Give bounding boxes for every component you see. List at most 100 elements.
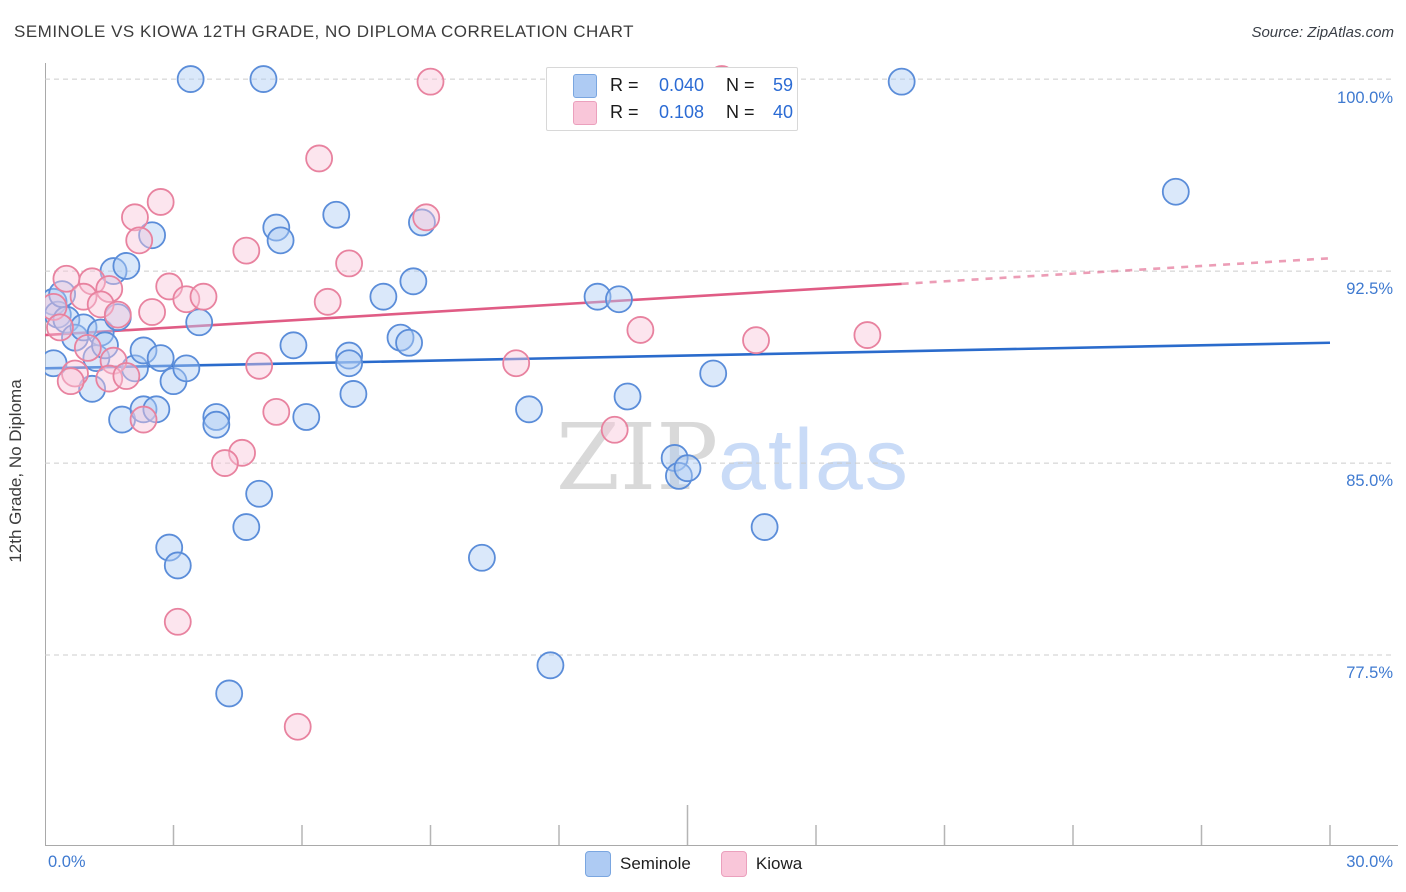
seminole-data-point[interactable] (292, 403, 321, 431)
kiowa-data-point[interactable] (313, 287, 342, 316)
correlation-legend-box: R = 0.040 N = 59 R = 0.108 N = 40 (546, 67, 798, 131)
kiowa-data-point[interactable] (305, 144, 334, 173)
seminole-data-point[interactable] (339, 380, 368, 408)
seminole-data-point[interactable] (215, 679, 244, 708)
seminole-data-point[interactable] (605, 285, 633, 314)
seminole-data-point[interactable] (583, 282, 612, 311)
seminole-data-point[interactable] (245, 479, 274, 508)
seminole-data-point[interactable] (750, 513, 779, 541)
legend-item-seminole: Seminole (585, 851, 691, 877)
kiowa-data-point[interactable] (245, 351, 274, 380)
seminole-data-point[interactable] (699, 359, 728, 388)
kiowa-data-point[interactable] (125, 226, 154, 255)
seminole-data-point[interactable] (322, 200, 351, 229)
seminole-data-point[interactable] (386, 323, 415, 352)
seminole-data-point[interactable] (536, 651, 565, 680)
seminole-data-point[interactable] (673, 454, 702, 483)
n-value-seminole: 59 (772, 75, 793, 95)
kiowa-data-point[interactable] (86, 290, 115, 319)
seminole-data-point[interactable] (887, 67, 916, 96)
kiowa-data-point[interactable] (626, 316, 655, 344)
seminole-data-point[interactable] (467, 543, 496, 572)
seminole-data-point[interactable] (1161, 177, 1190, 206)
kiowa-data-point[interactable] (416, 67, 445, 96)
kiowa-legend-swatch-icon (720, 851, 747, 877)
seminole-data-point[interactable] (146, 344, 175, 373)
seminole-data-point[interactable] (665, 461, 693, 490)
seminole-data-point[interactable] (202, 403, 231, 431)
seminole-data-point[interactable] (279, 331, 308, 360)
n-label: N = (726, 75, 755, 95)
seminole-data-point[interactable] (172, 354, 201, 383)
seminole-data-point[interactable] (91, 331, 119, 360)
kiowa-data-point[interactable] (95, 364, 124, 393)
kiowa-data-point[interactable] (46, 313, 74, 342)
y-tick-label-100: 100.0% (1337, 89, 1393, 107)
legend-item-label: Kiowa (755, 854, 803, 873)
page-title: SEMINOLE VS KIOWA 12TH GRADE, NO DIPLOMA… (14, 22, 635, 41)
seminole-data-point[interactable] (232, 513, 261, 541)
kiowa-data-point[interactable] (146, 188, 175, 216)
watermark-atlas-text: atlas (718, 412, 910, 508)
y-axis-line (45, 63, 46, 845)
seminole-data-point[interactable] (69, 313, 98, 342)
x-axis-line (45, 845, 1398, 846)
seminole-data-point[interactable] (185, 308, 214, 337)
y-axis-label: 12th Grade, No Diploma (6, 379, 25, 563)
kiowa-data-point[interactable] (742, 326, 770, 355)
seminole-data-point[interactable] (163, 551, 192, 580)
kiowa-data-point[interactable] (112, 362, 141, 390)
seminole-data-point[interactable] (408, 208, 436, 237)
kiowa-data-point[interactable] (121, 203, 149, 232)
kiowa-data-point[interactable] (56, 367, 85, 396)
series-legend: Seminole Kiowa (585, 851, 802, 877)
kiowa-data-point[interactable] (335, 249, 364, 278)
seminole-data-point[interactable] (129, 336, 158, 365)
seminole-data-point[interactable] (112, 252, 141, 280)
kiowa-data-point[interactable] (73, 333, 102, 362)
kiowa-data-point[interactable] (69, 282, 98, 311)
kiowa-data-point[interactable] (412, 203, 441, 232)
y-tick-label-92-5: 92.5% (1346, 280, 1393, 298)
kiowa-data-point[interactable] (600, 415, 629, 444)
seminole-data-point[interactable] (202, 410, 231, 439)
seminole-data-point[interactable] (335, 341, 364, 370)
kiowa-data-point[interactable] (138, 298, 166, 326)
seminole-legend-swatch-icon (585, 851, 611, 877)
kiowa-data-point[interactable] (172, 285, 201, 314)
kiowa-data-point[interactable] (61, 359, 89, 388)
seminole-data-point[interactable] (613, 382, 642, 411)
kiowa-data-point[interactable] (283, 712, 312, 741)
kiowa-data-point[interactable] (262, 397, 291, 426)
y-tick-label-77-5: 77.5% (1346, 664, 1393, 682)
kiowa-data-point[interactable] (210, 449, 239, 477)
kiowa-data-point[interactable] (232, 236, 261, 265)
x-axis-max-label: 30.0% (1346, 853, 1393, 871)
kiowa-data-point[interactable] (853, 321, 882, 349)
seminole-data-point[interactable] (249, 65, 278, 93)
kiowa-data-point[interactable] (45, 293, 68, 321)
r-label: R = (610, 75, 639, 95)
seminole-data-point[interactable] (121, 354, 149, 383)
kiowa-data-point[interactable] (95, 275, 124, 303)
seminole-data-point[interactable] (515, 395, 543, 424)
kiowa-data-point[interactable] (502, 349, 531, 378)
seminole-data-point[interactable] (399, 267, 428, 296)
seminole-data-point[interactable] (369, 282, 398, 311)
seminole-trend-line-solid (45, 341, 1331, 370)
kiowa-data-point[interactable] (103, 300, 132, 329)
seminole-data-point[interactable] (395, 328, 423, 357)
kiowa-data-point[interactable] (129, 405, 158, 434)
seminole-data-point[interactable] (155, 533, 184, 562)
r-label: R = (610, 102, 639, 122)
kiowa-data-point[interactable] (189, 282, 218, 311)
seminole-data-point[interactable] (266, 226, 295, 255)
seminole-data-point[interactable] (335, 349, 364, 378)
kiowa-data-point[interactable] (163, 607, 192, 636)
kiowa-data-point[interactable] (228, 438, 256, 467)
seminole-data-point[interactable] (176, 65, 205, 93)
legend-item-label: Seminole (620, 854, 691, 873)
scatter-plot-area (45, 65, 1394, 845)
legend-row-seminole: R = 0.040 N = 59 (547, 73, 797, 98)
